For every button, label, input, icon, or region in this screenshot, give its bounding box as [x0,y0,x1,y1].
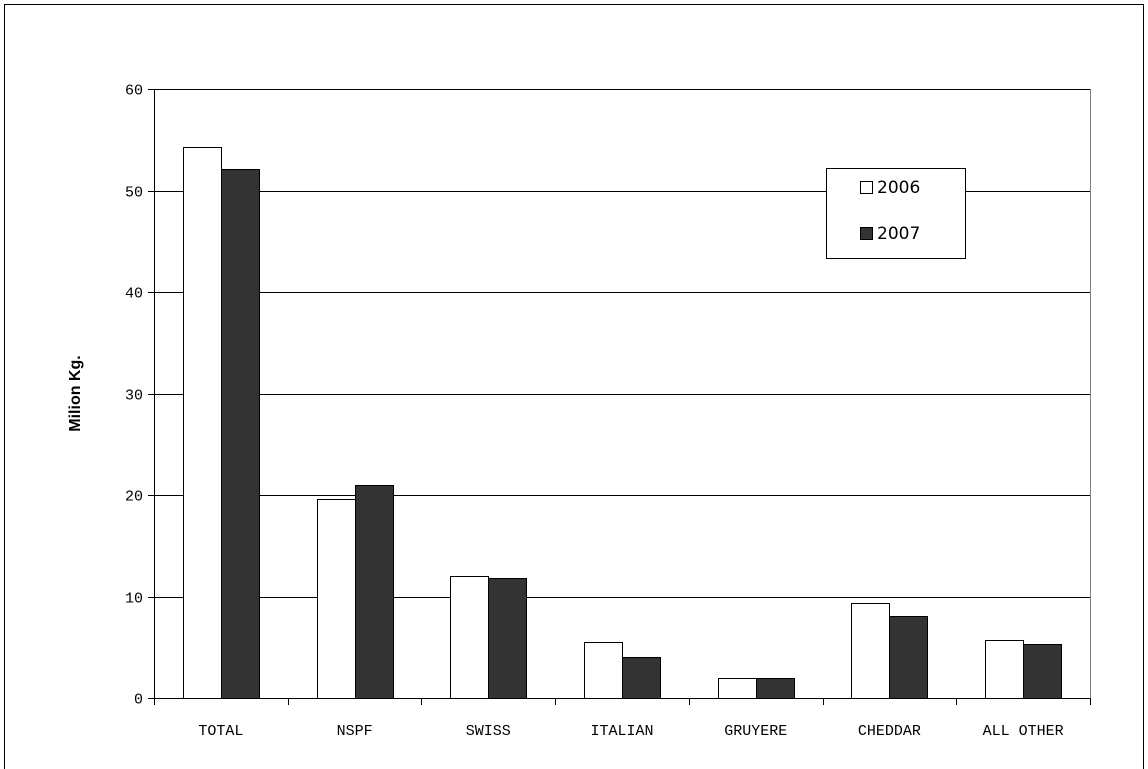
axes [148,89,1091,705]
bar-2006-nspf [317,499,356,699]
x-tick-label-swiss: SWISS [466,723,511,740]
y-tick-label-60: 60 [125,83,143,100]
legend-label-2007: 2007 [877,224,920,244]
bar-2006-gruyere [718,678,757,699]
x-tick-label-cheddar: CHEDDAR [858,723,921,740]
x-tick-label-total: TOTAL [198,723,243,740]
x-tick-label-all-other: ALL OTHER [983,723,1064,740]
bar-2006-total [183,147,222,699]
y-tick-label-40: 40 [125,286,143,303]
x-tick-label-nspf: NSPF [337,723,373,740]
y-tick-label-50: 50 [125,185,143,202]
x-tick-label-gruyere: GRUYERE [724,723,787,740]
y-axis-title: Milion Kg. [67,355,84,431]
gridlines [154,89,1091,698]
legend-box [826,168,966,259]
bar-2006-all-other [985,640,1024,699]
bars [183,147,1062,699]
chart-frame [4,4,1144,769]
bar-2007-cheddar [889,616,928,699]
y-tick-label-30: 30 [125,388,143,405]
x-tick-label-italian: ITALIAN [590,723,653,740]
y-tick-label-0: 0 [134,692,143,709]
bar-2007-gruyere [756,678,795,699]
legend-label-2006: 2006 [877,178,920,198]
bar-2006-swiss [450,576,489,699]
legend-swatch-2007 [860,227,873,240]
bar-2007-total [221,169,260,699]
bar-2007-swiss [488,578,527,699]
y-tick-label-20: 20 [125,489,143,506]
bar-2007-nspf [355,485,394,699]
bar-2007-italian [622,657,661,699]
bar-2006-cheddar [851,603,890,699]
legend-swatch-2006 [860,181,873,194]
labels: 0 10 20 30 40 50 60 TOTAL NSPF SWISS ITALIAN GRUYER… [67,83,1064,741]
legend: 2006 2007 [826,168,966,259]
bar-2006-italian [584,642,623,699]
bar-2007-all-other [1023,644,1062,699]
y-tick-label-10: 10 [125,591,143,608]
